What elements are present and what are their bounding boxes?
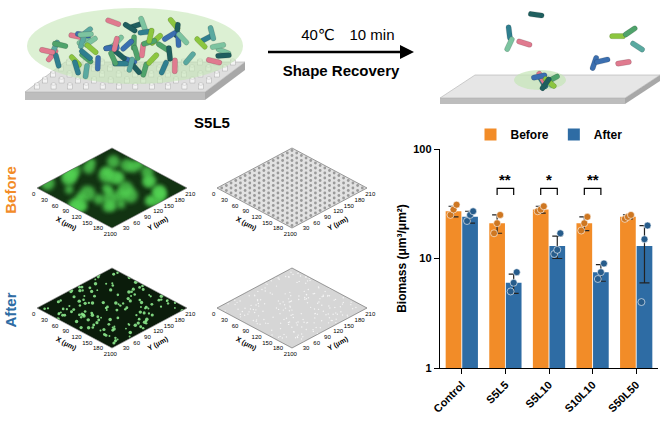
svg-text:60: 60 (232, 323, 239, 329)
svg-text:210: 210 (365, 311, 376, 317)
svg-text:120: 120 (252, 214, 263, 220)
svg-text:0: 0 (294, 231, 298, 237)
svg-text:Before: Before (2, 166, 19, 214)
svg-text:10: 10 (419, 252, 431, 264)
svg-text:X (μm): X (μm) (55, 215, 78, 232)
svg-text:40℃: 40℃ (301, 26, 335, 43)
svg-text:210: 210 (185, 311, 196, 317)
svg-text:150: 150 (262, 220, 273, 226)
svg-text:120: 120 (333, 208, 344, 214)
svg-text:S5L5: S5L5 (194, 114, 230, 131)
svg-text:30: 30 (221, 317, 228, 323)
svg-text:After: After (594, 128, 622, 142)
svg-text:150: 150 (164, 323, 175, 329)
svg-text:60: 60 (133, 220, 140, 226)
svg-text:X (μm): X (μm) (235, 215, 258, 232)
svg-text:S5L10: S5L10 (523, 379, 554, 410)
svg-text:180: 180 (355, 197, 366, 203)
svg-text:150: 150 (262, 340, 273, 346)
svg-text:30: 30 (41, 197, 48, 203)
svg-text:90: 90 (243, 328, 250, 334)
svg-text:Y (μm): Y (μm) (147, 335, 170, 352)
svg-text:30: 30 (41, 317, 48, 323)
svg-text:120: 120 (153, 328, 164, 334)
svg-text:210: 210 (185, 191, 196, 197)
svg-text:10 min: 10 min (349, 26, 394, 43)
svg-text:1: 1 (425, 362, 431, 374)
svg-text:120: 120 (153, 208, 164, 214)
svg-text:S50L50: S50L50 (606, 379, 642, 415)
svg-text:60: 60 (313, 340, 320, 346)
svg-text:X (μm): X (μm) (235, 335, 258, 352)
svg-text:After: After (2, 292, 19, 327)
svg-text:150: 150 (344, 323, 355, 329)
svg-text:Y (μm): Y (μm) (327, 215, 350, 232)
svg-text:60: 60 (133, 340, 140, 346)
svg-text:90: 90 (144, 334, 151, 340)
svg-text:180: 180 (93, 345, 104, 351)
svg-text:0: 0 (294, 351, 298, 357)
svg-text:210: 210 (104, 351, 115, 357)
svg-text:60: 60 (232, 203, 239, 209)
svg-text:30: 30 (123, 225, 130, 231)
svg-text:120: 120 (72, 334, 83, 340)
svg-text:150: 150 (164, 203, 175, 209)
svg-text:60: 60 (52, 323, 59, 329)
svg-text:0: 0 (212, 311, 216, 317)
svg-text:X (μm): X (μm) (55, 335, 78, 352)
svg-text:90: 90 (63, 208, 70, 214)
svg-text:100: 100 (413, 143, 431, 155)
svg-text:0: 0 (114, 351, 118, 357)
svg-text:90: 90 (243, 208, 250, 214)
svg-text:180: 180 (93, 225, 104, 231)
svg-text:Y (μm): Y (μm) (327, 335, 350, 352)
svg-text:*: * (546, 171, 552, 188)
svg-text:150: 150 (82, 220, 93, 226)
svg-text:90: 90 (324, 334, 331, 340)
svg-text:30: 30 (303, 225, 310, 231)
svg-text:S5L5: S5L5 (484, 379, 511, 406)
svg-text:**: ** (499, 171, 511, 188)
svg-text:90: 90 (144, 214, 151, 220)
svg-text:Control: Control (431, 379, 467, 415)
svg-text:30: 30 (123, 345, 130, 351)
svg-text:180: 180 (273, 225, 284, 231)
svg-text:0: 0 (212, 191, 216, 197)
svg-text:150: 150 (344, 203, 355, 209)
svg-text:210: 210 (284, 231, 295, 237)
svg-text:0: 0 (114, 231, 118, 237)
svg-text:Y (μm): Y (μm) (147, 215, 170, 232)
svg-text:60: 60 (52, 203, 59, 209)
svg-text:210: 210 (104, 231, 115, 237)
svg-text:Biomass (μm³/μm²): Biomass (μm³/μm²) (395, 204, 409, 313)
svg-text:30: 30 (221, 197, 228, 203)
svg-text:S10L10: S10L10 (562, 379, 598, 415)
svg-text:210: 210 (365, 191, 376, 197)
svg-text:210: 210 (284, 351, 295, 357)
svg-text:120: 120 (333, 328, 344, 334)
svg-text:180: 180 (175, 317, 186, 323)
svg-text:60: 60 (313, 220, 320, 226)
svg-text:120: 120 (72, 214, 83, 220)
svg-text:180: 180 (175, 197, 186, 203)
svg-text:120: 120 (252, 334, 263, 340)
svg-text:0: 0 (32, 191, 36, 197)
svg-text:150: 150 (82, 340, 93, 346)
svg-text:Before: Before (511, 128, 549, 142)
svg-text:180: 180 (355, 317, 366, 323)
svg-text:90: 90 (324, 214, 331, 220)
svg-text:**: ** (587, 171, 599, 188)
svg-text:180: 180 (273, 345, 284, 351)
svg-text:0: 0 (32, 311, 36, 317)
svg-text:Shape Recovery: Shape Recovery (283, 62, 400, 79)
svg-text:30: 30 (303, 345, 310, 351)
svg-text:90: 90 (63, 328, 70, 334)
